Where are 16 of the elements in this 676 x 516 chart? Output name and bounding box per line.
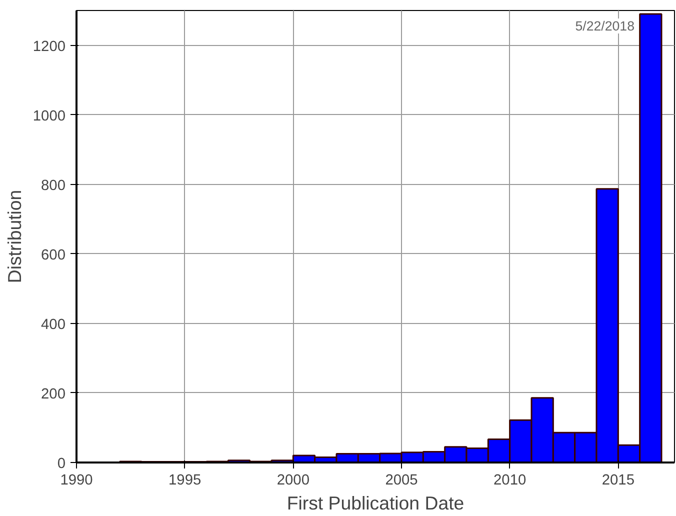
- y-tick-label: 1200: [32, 38, 66, 55]
- y-tick-label: 800: [41, 178, 66, 194]
- y-tick-label: 200: [41, 386, 66, 402]
- x-tick-label: 2000: [276, 472, 310, 488]
- y-tick-label: 0: [57, 456, 66, 472]
- x-tick-label: 2005: [385, 472, 418, 488]
- x-tick-label: 1995: [168, 472, 202, 488]
- y-tick-label: 600: [41, 247, 66, 264]
- x-tick-label: 2015: [602, 472, 634, 488]
- y-axis-title: Distribution: [4, 190, 25, 284]
- x-axis-title: First Publication Date: [286, 492, 464, 514]
- x-tick-label: 1990: [60, 472, 93, 488]
- y-tick-label: 400: [41, 316, 66, 333]
- y-tick-label: 1000: [32, 108, 66, 124]
- annotation: 5/22/2018: [575, 18, 635, 34]
- x-tick-label: 2010: [494, 472, 526, 488]
